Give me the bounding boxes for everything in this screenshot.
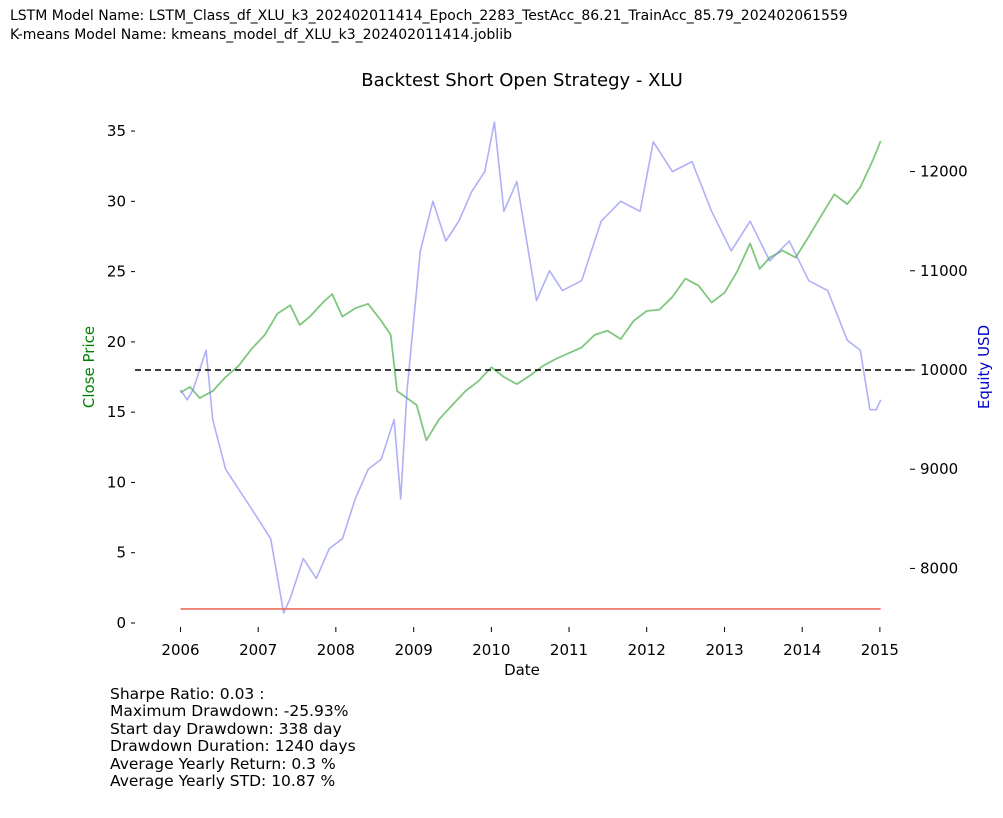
x-tick-label: 2012 bbox=[628, 641, 666, 659]
y-axis-label-left: Close Price bbox=[80, 326, 98, 408]
x-tick-label: 2015 bbox=[861, 641, 899, 659]
drawdown-duration: Drawdown Duration: 1240 days bbox=[110, 737, 356, 756]
y-left-tick-label: 0 bbox=[116, 614, 126, 632]
x-tick-label: 2009 bbox=[395, 641, 433, 659]
y-left-tick-label: 10 bbox=[107, 473, 126, 491]
x-tick-label: 2008 bbox=[317, 641, 355, 659]
average-yearly-std: Average Yearly STD: 10.87 % bbox=[110, 772, 336, 791]
x-tick-label: 2006 bbox=[161, 641, 199, 659]
y-left-tick-label: 30 bbox=[107, 192, 126, 210]
y-right-tick-label: 12000 bbox=[920, 163, 968, 181]
y-right-tick-label: 8000 bbox=[920, 559, 958, 577]
x-tick-label: 2011 bbox=[550, 641, 588, 659]
kmeans-model-name: K-means Model Name: kmeans_model_df_XLU_… bbox=[10, 27, 512, 43]
close-price-line bbox=[180, 140, 882, 442]
stats-panel: Sharpe Ratio: 0.03 : Maximum Drawdown: -… bbox=[110, 685, 356, 791]
x-axis-label: Date bbox=[504, 661, 540, 679]
average-yearly-return: Average Yearly Return: 0.3 % bbox=[110, 754, 336, 773]
y-left-tick-label: 35 bbox=[107, 122, 126, 140]
y-left-tick-label: 15 bbox=[107, 403, 126, 421]
plot-area: 2006 2007 2008 2009 2010 2011 2012 2013 2014 2015… bbox=[107, 121, 968, 659]
y-left-tick-label: 20 bbox=[107, 333, 126, 351]
maximum-drawdown: Maximum Drawdown: -25.93% bbox=[110, 702, 349, 721]
equity-line bbox=[179, 121, 882, 614]
start-day-drawdown: Start day Drawdown: 338 day bbox=[110, 719, 342, 738]
x-tick-label: 2013 bbox=[705, 641, 743, 659]
y-right-tick-label: 9000 bbox=[920, 460, 958, 478]
x-tick-label: 2010 bbox=[472, 641, 510, 659]
chart-title: Backtest Short Open Strategy - XLU bbox=[361, 70, 683, 91]
lstm-model-name: LSTM Model Name: LSTM_Class_df_XLU_k3_20… bbox=[10, 8, 848, 24]
y-right-tick-label: 11000 bbox=[920, 262, 968, 280]
y-left-tick-label: 5 bbox=[116, 544, 126, 562]
sharpe-ratio: Sharpe Ratio: 0.03 : bbox=[110, 685, 265, 703]
x-tick-label: 2007 bbox=[239, 641, 277, 659]
y-right-tick-label: 10000 bbox=[920, 361, 968, 379]
y-axis-label-right: Equity USD bbox=[975, 325, 993, 409]
x-tick-label: 2014 bbox=[783, 641, 821, 659]
y-left-tick-label: 25 bbox=[107, 263, 126, 281]
